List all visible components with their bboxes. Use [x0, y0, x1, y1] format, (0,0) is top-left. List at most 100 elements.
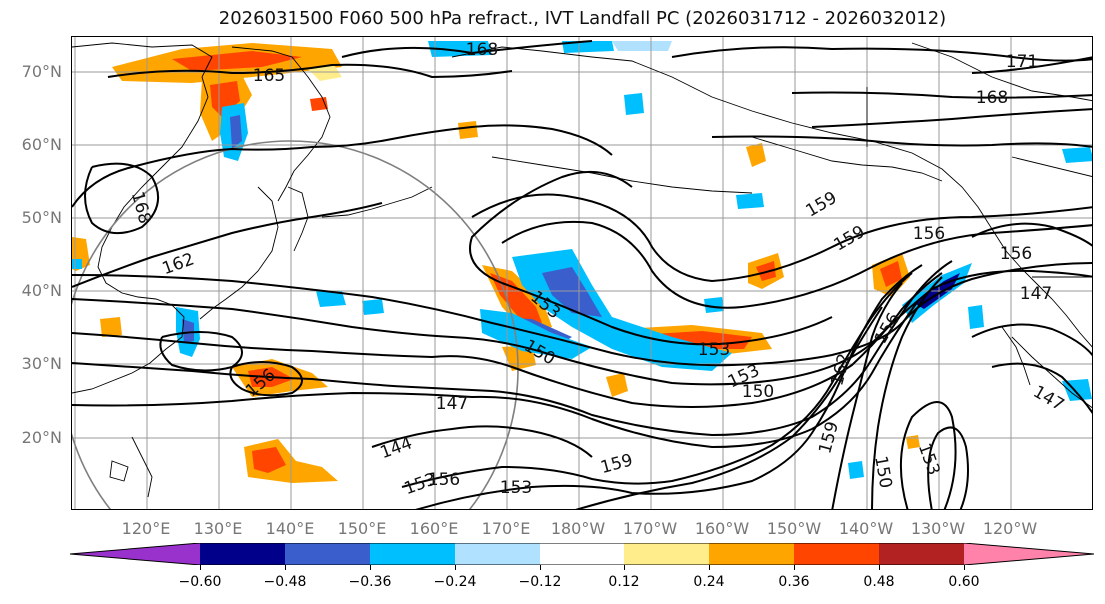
contour-trough	[469, 170, 833, 346]
lat-label-20n: 20°N	[21, 428, 62, 447]
map-svg: 168 165 171 168 168 162 159 159 156 156 …	[72, 37, 1092, 509]
contour-label: 150	[870, 454, 895, 489]
fill-alaska-spot	[746, 143, 766, 167]
contour-jet-4	[72, 260, 953, 437]
colorbar-segment	[794, 543, 879, 565]
colorbar-label: −0.60	[178, 574, 222, 590]
fill-jet-blue-core	[542, 267, 602, 317]
negative-anomaly-fills	[72, 41, 1092, 479]
colorbar-tick	[455, 565, 456, 570]
colorbar-label: 0.36	[778, 574, 810, 590]
colorbar-tick	[709, 565, 710, 570]
contour-label: 168	[466, 40, 498, 60]
contour-label: 153	[500, 478, 532, 498]
lon-label-160e: 160°E	[409, 519, 459, 538]
fill-aleutian-north-core	[172, 51, 302, 71]
colorbar-tick	[879, 565, 880, 570]
colorbar-tick	[200, 565, 201, 570]
fill-japan-blue-core	[182, 319, 194, 343]
coast-kamchatka	[231, 46, 331, 202]
fill-alaska-blue-2	[736, 193, 764, 209]
contour-label: 159	[830, 222, 868, 256]
contour-label: 162	[827, 351, 855, 388]
colorbar-extend-min	[70, 543, 200, 565]
fill-center-blue	[704, 297, 724, 313]
fill-north-blue-3	[612, 41, 672, 51]
lon-label-130w: 130°W	[910, 519, 966, 538]
contour-144	[371, 425, 593, 458]
lon-label-140w: 140°W	[838, 519, 894, 538]
fill-east-jet-core	[880, 261, 902, 287]
fill-south-blue-1	[848, 461, 864, 479]
fill-east-mid	[606, 373, 628, 397]
contour-147	[72, 300, 919, 449]
fill-okhotsk-core	[210, 81, 240, 117]
contour-label: 159	[598, 450, 635, 478]
contour-ridge-mid-2	[501, 220, 1092, 309]
fill-west-blue-small	[72, 259, 82, 269]
colorbar-label: 0.24	[693, 574, 725, 590]
lon-label-170w: 170°W	[622, 519, 678, 538]
fill-central-east-core	[756, 261, 776, 281]
lon-label-120e: 120°E	[121, 519, 171, 538]
contour-147-east	[971, 323, 1092, 357]
colorbar-tick	[285, 565, 286, 570]
fill-alaska-blue-1	[624, 93, 644, 115]
contour-label: 165	[253, 66, 285, 86]
colorbar-segment	[200, 543, 285, 565]
fill-west-edge-2	[100, 317, 122, 337]
chart-title: 2026031500 F060 500 hPa refract., IVT La…	[218, 8, 947, 29]
lon-label-160w: 160°W	[694, 519, 750, 538]
fill-north-central	[308, 65, 342, 81]
contour-labels: 168 165 171 168 168 162 159 159 156 156 …	[127, 40, 1068, 499]
lon-label-130e: 130°E	[193, 519, 243, 538]
coast-mexico	[1011, 336, 1092, 409]
contour-low-east	[899, 401, 957, 509]
lat-label-30n: 30°N	[21, 354, 62, 373]
coastlines	[72, 42, 1092, 498]
contour-147-east-2	[991, 362, 1092, 414]
coast-aleutians	[491, 156, 753, 194]
contour-jet-2	[72, 269, 1092, 386]
colorbar-label: 0.48	[863, 574, 895, 590]
coast-asia	[72, 42, 213, 394]
colorbar-extend-max	[964, 543, 1094, 565]
fill-aleutian-small	[310, 97, 328, 111]
contour-east-2	[711, 135, 1092, 148]
contour-japan-loop	[229, 361, 303, 397]
contour-label: 156	[428, 470, 460, 490]
colorbar-label: 0.12	[608, 574, 640, 590]
contour-ridge-mid	[471, 193, 1092, 283]
contour-low-east-2	[927, 426, 969, 509]
fill-kamchatka-blue-core	[230, 115, 242, 149]
map-panel: 168 165 171 168 168 162 159 159 156 156 …	[71, 36, 1093, 510]
colorbar-tick	[964, 565, 965, 570]
contour-label: 147	[1029, 382, 1067, 416]
contour-jet-3	[72, 272, 943, 408]
fill-nw-blue-2	[362, 299, 384, 315]
contour-159-south	[575, 306, 883, 509]
lat-label-70n: 70°N	[21, 62, 62, 81]
lat-label-60n: 60°N	[21, 135, 62, 154]
contour-label: 156	[913, 224, 945, 244]
colorbar-segment	[624, 543, 709, 565]
coast-alaska	[451, 46, 1092, 348]
contour-label: 168	[127, 189, 155, 226]
colorbar-segment	[709, 543, 794, 565]
coast-alaska-gulf	[751, 136, 943, 182]
lon-label-170e: 170°E	[481, 519, 531, 538]
contour-label: 159	[802, 188, 840, 222]
contour-ridge-west-2	[72, 202, 383, 288]
colorbar-tick	[624, 565, 625, 570]
height-contours	[72, 40, 1092, 509]
contour-label: 168	[976, 88, 1008, 108]
coast-island-1	[109, 460, 129, 482]
contour-west-low	[159, 331, 243, 372]
colorbar-segment	[370, 543, 455, 565]
lon-label-150w: 150°W	[766, 519, 822, 538]
contour-150-east	[871, 276, 943, 509]
contour-156-east	[971, 222, 1092, 247]
contour-162-east	[831, 282, 903, 509]
contour-168-east	[791, 91, 1092, 99]
lon-label-140e: 140°E	[265, 519, 315, 538]
